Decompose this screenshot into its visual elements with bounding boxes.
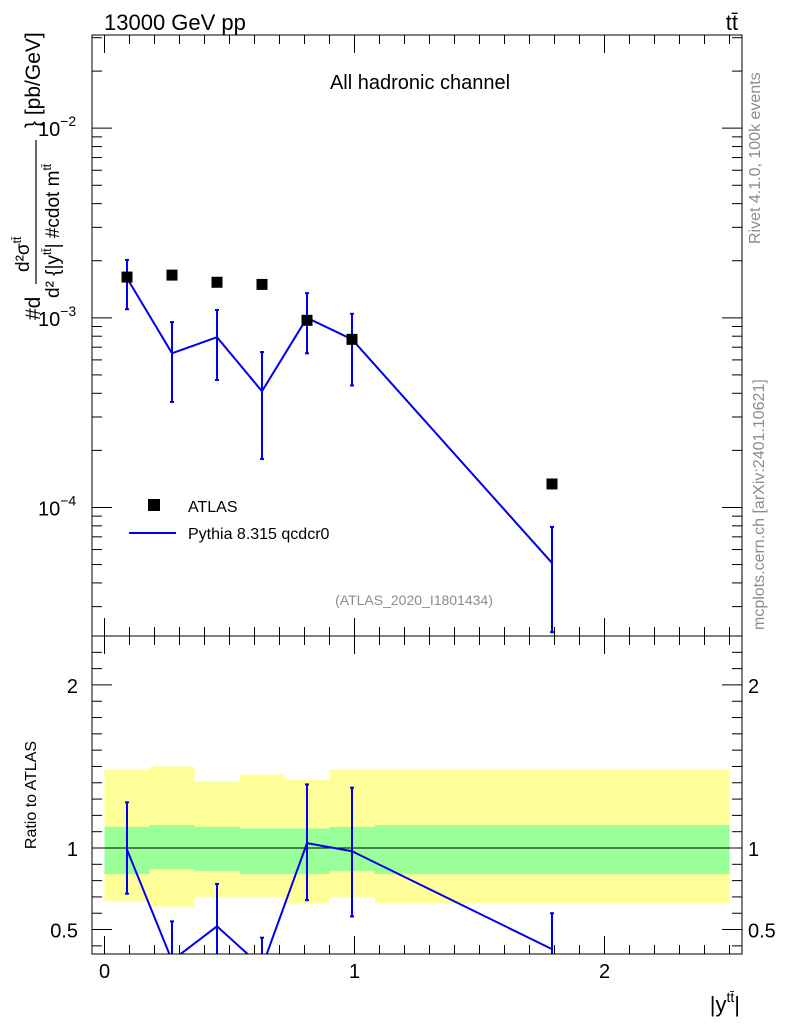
ratio-y-tick-label-left: 2 (67, 676, 78, 698)
main-y-tick-labels: 10−4 10−3 10−2 (38, 113, 76, 520)
atlas-data-point (256, 278, 268, 290)
x-axis-title: |ytt̄| (710, 989, 740, 1017)
atlas-data-point (301, 314, 313, 326)
ratio-y-tick-label-right: 2 (748, 676, 759, 698)
ratio-y-axis-title: Ratio to ATLAS (23, 741, 40, 849)
atlas-data-point (546, 478, 558, 490)
svg-text:d² {|ytt̄| #cdot mtt̄: d² {|ytt̄| #cdot mtt̄ (40, 163, 64, 298)
y-title-denominator: d² {|y (43, 255, 64, 298)
y-title-denominator-mid: | #cdot m (43, 171, 64, 249)
rivet-version-label: Rivet 4.1.0, 100k events (747, 72, 764, 244)
atlas-data-point (121, 271, 133, 283)
svg-text:d²σtt̄: d²σtt̄ (10, 236, 34, 272)
analysis-watermark: (ATLAS_2020_I1801434) (335, 592, 493, 608)
ratio-uncertainty-bands (104, 766, 730, 907)
pythia-curve (126, 277, 553, 564)
main-y-tick-label: 10−2 (38, 113, 76, 141)
ratio-tick-labels: 0.5 0.5 1 1 2 2 0 1 2 (50, 676, 776, 983)
ratio-series-layer (125, 783, 554, 954)
x-axis-title-sup: tt̄ (727, 989, 735, 1005)
energy-label: 13000 GeV pp (104, 10, 246, 35)
x-tick-label: 0 (99, 961, 110, 983)
ratio-inner-band (194, 826, 240, 871)
ratio-inner-band (239, 828, 285, 875)
ratio-plot-frame (91, 635, 743, 955)
legend: ATLAS Pythia 8.315 qcdcr0 (129, 499, 330, 543)
ratio-axis-ticks (92, 636, 742, 954)
x-tick-label: 1 (349, 961, 360, 983)
main-y-tick-label: 10−4 (38, 492, 76, 520)
y-title-numerator-sup: tt̄ (10, 236, 24, 243)
ratio-inner-band (374, 825, 730, 875)
atlas-data-point (211, 276, 223, 288)
ratio-plot-panel: 0.5 0.5 1 1 2 2 0 1 2 Ratio to ATLAS (23, 635, 776, 983)
legend-pythia-label: Pythia 8.315 qcdcr0 (188, 526, 330, 543)
main-plot-panel: 10−4 10−3 10−2 All hadronic channel (ATLAS… (38, 34, 743, 637)
ratio-inner-band (149, 825, 195, 870)
main-axis-ticks (92, 35, 742, 636)
process-label: tt̄ (726, 10, 738, 35)
atlas-data-point (346, 333, 358, 345)
main-y-tick-label: 10−3 (38, 303, 76, 331)
ratio-y-tick-label-right: 1 (748, 839, 759, 861)
ratio-y-tick-label-left: 1 (67, 839, 78, 861)
y-title-denominator-sup: tt̄ (40, 248, 54, 255)
main-plot-frame (91, 34, 743, 637)
y-title-suffix: } [pb/GeV] (22, 32, 45, 128)
svg-text:#d: #d (22, 297, 45, 320)
mcplots-label: mcplots.cern.ch [arXiv:2401.10621] (751, 379, 768, 630)
atlas-data-point (166, 269, 178, 281)
y-title-numerator: d²σ (13, 243, 34, 272)
y-title-denominator-sup2: tt̄ (40, 163, 54, 170)
ratio-clipped-group (125, 783, 554, 954)
y-title-prefix: #d (22, 297, 45, 320)
legend-atlas-marker (148, 499, 160, 511)
ratio-y-tick-label-left: 0.5 (50, 921, 78, 943)
ratio-y-tick-label-right: 0.5 (748, 921, 776, 943)
channel-title: All hadronic channel (330, 72, 510, 94)
main-y-axis-title: #d d²σtt̄ d² {|ytt̄| #cdot mtt̄ } [pb/Ge… (10, 32, 64, 320)
main-series-layer (121, 258, 558, 634)
svg-text:} [pb/GeV]: } [pb/GeV] (22, 32, 45, 128)
x-tick-label: 2 (599, 961, 610, 983)
legend-atlas-label: ATLAS (188, 499, 238, 516)
